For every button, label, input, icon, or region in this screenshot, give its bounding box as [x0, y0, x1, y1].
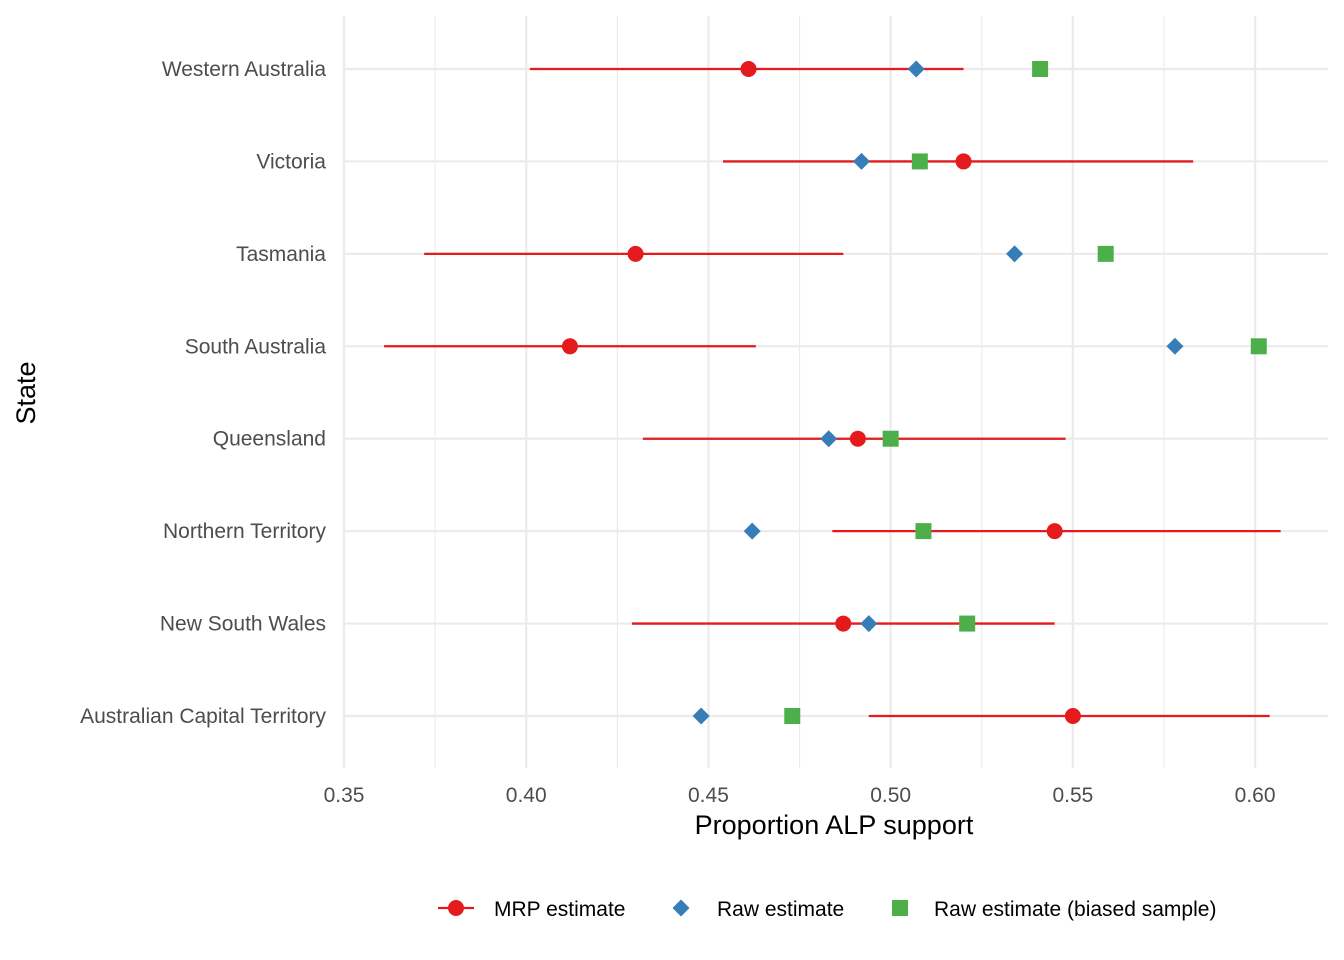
mrp-estimate-point: [561, 338, 578, 355]
x-tick-label: 0.50: [870, 784, 911, 807]
biased-raw-estimate-point: [915, 523, 932, 540]
biased-raw-estimate-point: [882, 430, 899, 447]
legend-label: MRP estimate: [494, 898, 626, 921]
legend-item: Raw estimate: [672, 898, 844, 921]
raw-estimate-point: [820, 430, 838, 448]
y-tick-label: Queensland: [213, 428, 326, 451]
mrp-estimate-point: [955, 153, 972, 170]
biased-raw-estimate-point: [1097, 245, 1114, 262]
x-tick-label: 0.40: [506, 784, 547, 807]
y-tick-label: New South Wales: [160, 613, 326, 636]
mrp-estimate-point: [835, 615, 852, 632]
legend-key-marker: [672, 899, 690, 917]
raw-estimate-point: [853, 152, 871, 170]
y-tick-label: Western Australia: [162, 58, 327, 81]
y-tick-label: Northern Territory: [163, 520, 326, 543]
mrp-estimate-point: [849, 430, 866, 447]
raw-estimate-point: [1006, 245, 1024, 263]
plot-panel: [342, 16, 1328, 768]
legend-label: Raw estimate: [717, 898, 844, 921]
x-axis: 0.35 0.40 0.45 0.50 0.55 0.60: [324, 784, 1276, 807]
raw-estimate-point: [743, 522, 761, 540]
legend-label: Raw estimate (biased sample): [934, 898, 1216, 921]
legend-key-marker: [448, 900, 464, 916]
raw-estimate-point: [907, 60, 925, 78]
legend-item: MRP estimate: [438, 898, 626, 921]
legend-item: Raw estimate (biased sample): [892, 898, 1216, 921]
mrp-estimate-point: [627, 245, 644, 262]
y-tick-label: Tasmania: [236, 243, 326, 266]
mrp-estimate-point: [1064, 708, 1081, 724]
y-tick-label: Victoria: [256, 150, 326, 173]
biased-raw-estimate-point: [959, 615, 976, 632]
x-tick-label: 0.35: [324, 784, 365, 807]
biased-raw-estimate-point: [784, 708, 801, 724]
raw-estimate-point: [860, 615, 878, 633]
chart-marks: [384, 60, 1281, 725]
legend-key-marker: [892, 900, 908, 916]
y-axis-title: State: [11, 361, 41, 424]
x-tick-label: 0.55: [1052, 784, 1093, 807]
mrp-estimate-point: [1046, 523, 1063, 540]
biased-raw-estimate-point: [1032, 61, 1049, 77]
biased-raw-estimate-point: [1250, 338, 1267, 355]
x-tick-label: 0.45: [688, 784, 729, 807]
raw-estimate-point: [1166, 337, 1184, 355]
raw-estimate-point: [692, 707, 710, 725]
y-axis: Australian Capital Territory New South Wa…: [80, 58, 326, 728]
mrp-estimate-point: [740, 61, 757, 77]
y-tick-label: South Australia: [185, 335, 327, 358]
x-axis-title: Proportion ALP support: [695, 810, 974, 840]
y-tick-label: Australian Capital Territory: [80, 705, 326, 728]
legend: MRP estimate Raw estimate Raw estimate (bi…: [438, 898, 1216, 921]
biased-raw-estimate-point: [911, 153, 928, 170]
x-tick-label: 0.60: [1235, 784, 1276, 807]
